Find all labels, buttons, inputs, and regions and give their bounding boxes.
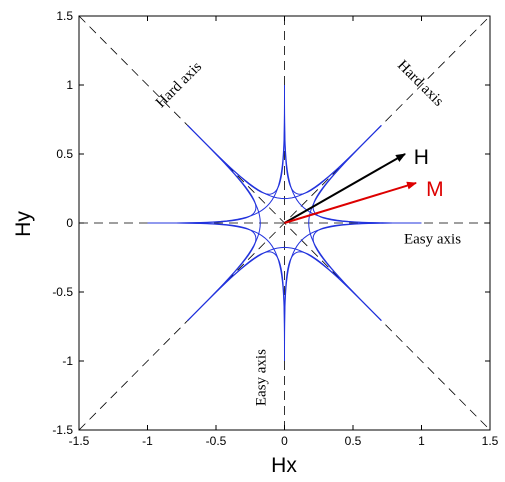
x-tick-label: -1	[142, 434, 153, 448]
curve-inner-0-0	[284, 85, 422, 224]
vectors: HM	[284, 146, 444, 224]
vector-arrow-1	[284, 181, 417, 224]
tick-labels: -1.5 -1 -0.5 0 0.5 1 1.5 -1.5 -1 -0.5 0 0.5 1 1.5	[52, 9, 498, 448]
y-tick-label: 0	[66, 216, 73, 230]
x-tick-label: 0	[281, 434, 288, 448]
y-tick-label: -1.5	[52, 423, 73, 437]
axis-annotation: Easy axis	[404, 232, 461, 248]
curve-inner-0-5	[187, 246, 382, 321]
y-tick-label: 0.5	[56, 147, 73, 161]
x-tick-label: 1	[418, 434, 425, 448]
y-axis-title: Hy	[12, 211, 35, 237]
y-tick-label: 1	[66, 78, 73, 92]
vector-label: H	[414, 146, 429, 169]
x-tick-label: -0.5	[206, 434, 227, 448]
y-tick-label: -1	[62, 354, 73, 368]
curve-inner-0-3	[187, 125, 261, 321]
y-tick-label: 1.5	[56, 9, 73, 23]
axis-ticks	[78, 15, 491, 431]
x-axis-title: Hx	[271, 454, 297, 477]
axis-annotation: Easy axis	[253, 349, 269, 406]
curve-inner-0-4	[147, 222, 285, 361]
curve-inner-0-7	[308, 125, 382, 321]
x-tick-label: -1.5	[69, 434, 90, 448]
x-tick-label: 0.5	[345, 434, 362, 448]
curves	[147, 85, 422, 361]
curve-inner-0-1	[187, 125, 382, 200]
curve-inner-0-2	[147, 85, 285, 224]
vector-label: M	[426, 178, 444, 201]
vector-arrow-0	[284, 153, 406, 224]
x-tick-label: 1.5	[482, 434, 499, 448]
curve-inner-0-6	[284, 222, 422, 361]
y-tick-label: -0.5	[52, 285, 73, 299]
